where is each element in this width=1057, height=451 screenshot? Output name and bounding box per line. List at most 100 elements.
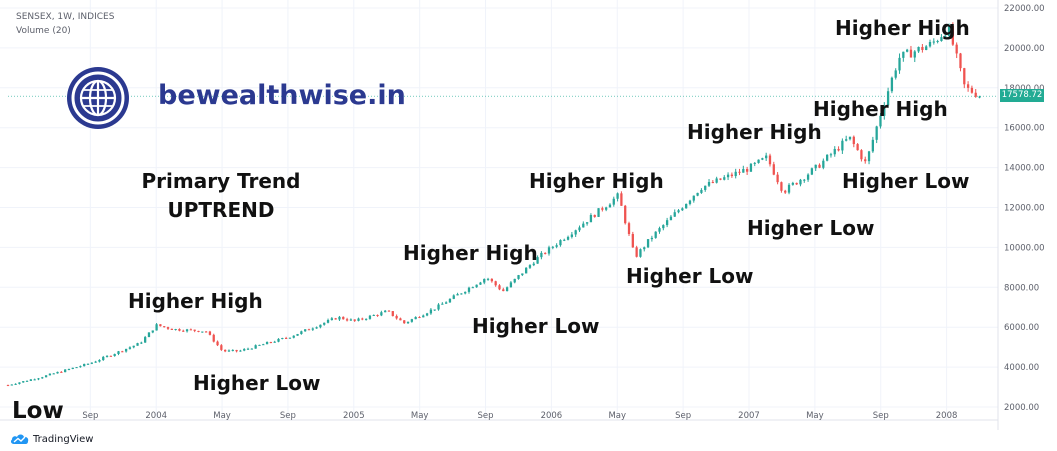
candle-up xyxy=(464,291,467,294)
candle-up xyxy=(330,318,333,321)
candle-up xyxy=(643,247,646,250)
y-tick-label: 20000.00 xyxy=(1004,44,1045,54)
candle-up xyxy=(669,216,673,221)
candle-up xyxy=(978,96,981,98)
candle-down xyxy=(166,327,170,329)
candle-up xyxy=(102,356,105,361)
candle-up xyxy=(677,210,680,213)
candle-up xyxy=(814,164,817,169)
candle-up xyxy=(734,171,737,177)
candle-down xyxy=(395,315,398,319)
candle-up xyxy=(437,304,440,310)
candle-up xyxy=(132,345,135,348)
globe-icon xyxy=(67,67,129,129)
candle-up xyxy=(886,91,890,106)
candle-up xyxy=(650,237,654,240)
candle-up xyxy=(925,46,928,51)
last-price-tag: 17578.72 xyxy=(1000,89,1044,102)
candle-down xyxy=(235,349,238,352)
candle-down xyxy=(284,338,288,340)
candle-up xyxy=(441,303,444,305)
candle-up xyxy=(117,351,120,355)
candle-up xyxy=(265,342,269,345)
x-tick-label: May xyxy=(806,411,824,421)
candle-up xyxy=(10,384,13,386)
candle-up xyxy=(319,324,322,328)
candle-down xyxy=(216,341,219,346)
candle-up xyxy=(151,330,154,333)
candle-up xyxy=(273,341,276,343)
candle-down xyxy=(856,144,859,151)
candle-down xyxy=(178,328,181,331)
candle-down xyxy=(170,328,173,330)
candle-down xyxy=(376,315,379,317)
candle-up xyxy=(444,302,448,304)
candle-up xyxy=(883,105,886,116)
candle-up xyxy=(357,318,360,321)
candle-up xyxy=(787,184,791,193)
candle-up xyxy=(25,380,29,382)
candle-up xyxy=(658,228,661,232)
volume-indicator-label[interactable]: Volume (20) xyxy=(16,26,71,36)
candle-up xyxy=(841,140,844,151)
candle-down xyxy=(197,330,200,332)
x-tick-label: Sep xyxy=(873,411,889,421)
higher-high-label-3: Higher High xyxy=(529,169,664,193)
candle-down xyxy=(768,155,772,165)
candle-up xyxy=(372,315,375,317)
candle-up xyxy=(829,154,833,156)
candle-down xyxy=(544,252,547,254)
candle-down xyxy=(818,164,821,168)
x-tick-label: 2007 xyxy=(738,411,760,421)
candle-down xyxy=(795,182,798,185)
candle-down xyxy=(490,278,494,282)
candle-down xyxy=(909,49,913,58)
candle-up xyxy=(326,320,330,323)
candle-up xyxy=(311,328,314,330)
candle-down xyxy=(624,205,627,224)
candle-down xyxy=(738,171,741,173)
candle-up xyxy=(528,265,532,268)
candle-down xyxy=(966,84,970,88)
tradingview-cloud-icon xyxy=(10,434,29,444)
y-tick-label: 22000.00 xyxy=(1004,4,1045,14)
candle-up xyxy=(696,192,699,196)
x-tick-label: May xyxy=(608,411,626,421)
candle-down xyxy=(502,289,505,292)
candle-up xyxy=(479,282,482,285)
tradingview-logo[interactable]: TradingView xyxy=(10,433,93,445)
candle-up xyxy=(898,57,901,71)
candle-up xyxy=(56,371,59,374)
candle-up xyxy=(467,287,471,292)
candle-up xyxy=(486,278,490,280)
candle-up xyxy=(83,363,86,367)
candle-up xyxy=(44,375,48,378)
candle-up xyxy=(765,155,768,159)
candle-down xyxy=(345,319,349,321)
uptrend-label: UPTREND xyxy=(167,198,275,222)
candle-up xyxy=(14,383,17,385)
candle-up xyxy=(521,273,524,276)
candle-down xyxy=(959,53,962,69)
candle-up xyxy=(845,139,848,141)
candle-up xyxy=(94,361,97,363)
candle-down xyxy=(711,182,714,184)
candle-up xyxy=(761,158,764,160)
candle-up xyxy=(201,331,204,333)
candle-up xyxy=(715,178,718,183)
candle-up xyxy=(597,208,600,217)
candle-down xyxy=(403,320,406,324)
candle-up xyxy=(368,315,372,319)
candle-up xyxy=(456,294,459,296)
candle-down xyxy=(498,285,501,290)
x-tick-label: May xyxy=(411,411,429,421)
candle-down xyxy=(963,68,966,85)
candle-up xyxy=(532,263,535,266)
candle-down xyxy=(730,174,734,177)
candle-up xyxy=(505,287,509,292)
candle-up xyxy=(589,215,593,223)
x-tick-label: 2006 xyxy=(541,411,563,421)
higher-high-label-5: Higher High xyxy=(813,97,948,121)
candle-down xyxy=(627,223,631,235)
